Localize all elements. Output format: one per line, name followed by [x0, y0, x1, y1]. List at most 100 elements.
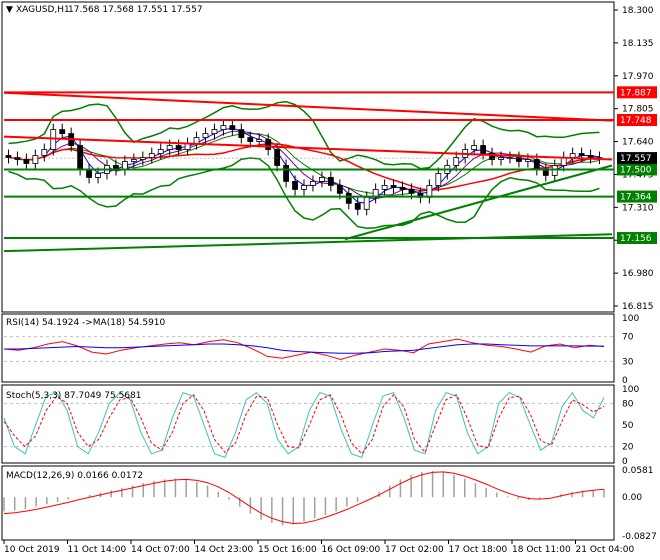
- price-panel-frame: [1, 1, 615, 313]
- current-price-label: 17.557: [620, 154, 652, 164]
- macd-tick-label: 0.00: [622, 493, 642, 503]
- candle-body: [569, 153, 576, 158]
- candle-body: [390, 185, 397, 188]
- falling-trendline: [3, 135, 613, 161]
- rsi-tick-label: 30: [622, 357, 634, 367]
- candle-body: [50, 129, 57, 150]
- candle-body: [86, 169, 92, 178]
- stoch-tick-label: 80: [622, 399, 634, 409]
- stoch-tick-label: 50: [622, 421, 634, 431]
- level-tag: [617, 86, 657, 99]
- rsi-tick-label: 70: [622, 333, 634, 343]
- candle-body: [59, 129, 66, 134]
- candle-body: [265, 139, 272, 150]
- candle-body: [524, 159, 531, 162]
- stoch-tick-label: 20: [622, 443, 634, 453]
- candle-body: [453, 157, 460, 166]
- rsi-ma-line: [4, 343, 604, 354]
- x-tick-label: 11 Oct 14:00: [68, 545, 127, 555]
- candle-body: [95, 173, 101, 178]
- candle-body: [130, 159, 137, 162]
- x-tick-label: 17 Oct 18:00: [449, 545, 508, 555]
- candle-body: [408, 188, 415, 194]
- rising-trendline: [344, 164, 613, 241]
- bollinger-lower-band: [8, 157, 600, 229]
- macd-tick-label: 0.0581: [622, 466, 654, 476]
- candle-body: [319, 177, 325, 182]
- candle-body: [220, 125, 227, 130]
- candle-body: [292, 181, 298, 190]
- price-tick-label: 18.300: [622, 6, 654, 16]
- level-tag-label: 17.887: [620, 88, 652, 98]
- candle-body: [148, 153, 155, 158]
- candle-body: [498, 157, 504, 160]
- level-tag: [617, 163, 657, 176]
- candle-body: [480, 145, 487, 154]
- x-tick-label: 16 Oct 09:00: [322, 545, 381, 555]
- candle-body: [202, 133, 209, 138]
- candle-body: [345, 192, 352, 204]
- macd-chart: [3, 470, 605, 526]
- candle-body: [247, 137, 254, 142]
- stoch-tick-label: 0: [622, 457, 628, 467]
- price-tick-label: 17.640: [622, 138, 654, 148]
- rsi-ma-label: ->MA(18) 54.5910: [82, 318, 166, 328]
- x-tick-label: 18 Oct 11:00: [512, 545, 571, 555]
- candle-body: [14, 157, 21, 160]
- x-tick-label: 17 Oct 02:00: [385, 545, 444, 555]
- price-tick-label: 17.805: [622, 105, 654, 115]
- x-tick-label: 10 Oct 2019: [4, 545, 60, 555]
- level-tag: [617, 190, 657, 203]
- current-price-tag: [617, 152, 657, 165]
- level-tag-label: 17.748: [620, 116, 652, 126]
- candle-body: [139, 157, 146, 160]
- stoch-chart: [3, 391, 614, 459]
- resistance-trendline: [3, 91, 613, 122]
- price-tick-label: 16.815: [622, 302, 654, 312]
- candle-body: [516, 157, 522, 162]
- candle-body: [587, 155, 594, 158]
- rsi-chart: [3, 336, 614, 362]
- price-chart: [3, 91, 614, 253]
- price-tick-label: 17.310: [622, 203, 654, 213]
- candle-body: [301, 185, 307, 190]
- candle-body: [435, 173, 442, 186]
- axes: 18.30018.13517.97017.80517.64017.47517.3…: [3, 6, 657, 555]
- candle-body: [310, 181, 316, 186]
- level-tag-label: 17.364: [620, 193, 652, 203]
- macd-label: MACD(12,26,9) 0.0166 0.0172: [6, 471, 143, 481]
- price-tick-label: 18.135: [622, 39, 654, 49]
- candle-body: [175, 145, 182, 150]
- dropdown-arrow-icon[interactable]: ▼: [6, 5, 13, 15]
- candle-body: [327, 177, 334, 186]
- candle-body: [41, 149, 48, 156]
- bollinger-upper-band: [8, 100, 600, 170]
- macd-tick-label: -0.0827: [622, 532, 657, 542]
- ma-long-line: [8, 143, 600, 191]
- candle-body: [283, 165, 289, 182]
- x-tick-label: 14 Oct 07:00: [131, 545, 190, 555]
- candle-body: [274, 149, 281, 166]
- candle-body: [23, 159, 30, 164]
- candle-body: [336, 185, 343, 194]
- ohlc-label: 17.568 17.568 17.551 17.557: [68, 5, 203, 15]
- rsi-line: [3, 338, 605, 361]
- candle-body: [229, 125, 236, 130]
- macd-panel-frame: [1, 465, 615, 541]
- candle-body: [399, 187, 406, 190]
- stoch-label: Stoch(5,3,3) 87.7049 75.5681: [6, 391, 141, 401]
- candle-body: [256, 139, 263, 142]
- price-tick-label: 17.970: [622, 72, 654, 82]
- level-tag-label: 17.156: [620, 234, 652, 244]
- candle-body: [193, 137, 200, 144]
- candle-body: [381, 185, 388, 190]
- rsi-label: RSI(14) 54.1924: [6, 318, 79, 328]
- candle-body: [238, 129, 245, 138]
- candle-body: [32, 155, 39, 164]
- stoch-main-line: [3, 391, 605, 459]
- price-tick-label: 16.980: [622, 269, 654, 279]
- level-tag: [617, 114, 657, 127]
- stoch-panel-frame: [1, 384, 615, 464]
- candle-body: [533, 159, 540, 170]
